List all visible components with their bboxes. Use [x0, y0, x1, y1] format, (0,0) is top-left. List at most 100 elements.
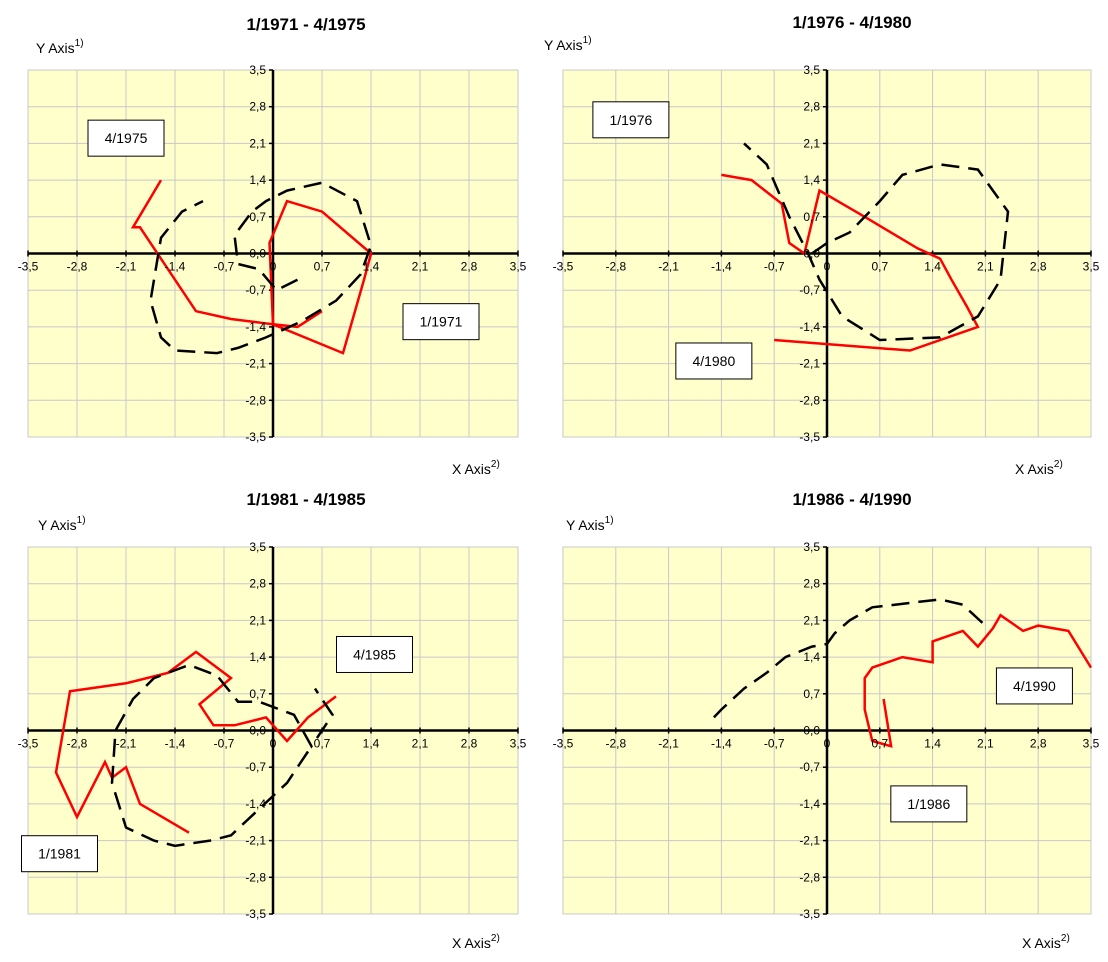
- x-tick-label: 3,5: [510, 737, 527, 751]
- y-tick-label: 1,4: [803, 650, 820, 664]
- x-tick-label: 2,8: [1030, 737, 1047, 751]
- y-tick-label: 0,7: [803, 687, 820, 701]
- x-tick-label: -1,4: [165, 260, 186, 274]
- x-tick-label: 2,1: [412, 737, 429, 751]
- y-tick-label: 0,0: [803, 724, 820, 738]
- x-tick-label: -1,4: [711, 260, 732, 274]
- y-tick-label: -2,1: [799, 834, 820, 848]
- annotation-box: [995, 667, 1073, 705]
- x-tick-label: -2,8: [67, 737, 88, 751]
- y-tick-label: -2,8: [245, 393, 266, 407]
- x-tick-label: 1,4: [363, 260, 380, 274]
- y-tick-label: 0,0: [803, 247, 820, 261]
- x-tick-label: -2,1: [116, 737, 137, 751]
- x-tick-label: 3,5: [1083, 260, 1100, 274]
- annotation-box: [21, 835, 98, 873]
- annotation-box: [87, 119, 165, 157]
- x-tick-label: 3,5: [510, 260, 527, 274]
- y-tick-label: 0,0: [249, 247, 266, 261]
- annotation-box: [592, 101, 670, 139]
- y-tick-label: 3,5: [249, 63, 266, 77]
- y-tick-label: -0,7: [245, 283, 266, 297]
- x-tick-label: -3,5: [553, 260, 574, 274]
- x-tick-label: 2,1: [412, 260, 429, 274]
- y-tick-label: -2,1: [245, 834, 266, 848]
- y-tick-label: -0,7: [799, 283, 820, 297]
- y-tick-label: 1,4: [249, 650, 266, 664]
- series-line-dashed: [110, 663, 335, 848]
- chart-panel-1: -3,5 -2,8 -2,1 -1,4 -0,7 0 0,7 1,4 2,1 2,8 3,5 3,5 2…: [18, 15, 527, 477]
- y-tick-label: 0,7: [249, 687, 266, 701]
- chart-title: 1/1976 - 4/1980: [792, 13, 911, 32]
- x-tick-label: -3,5: [553, 737, 574, 751]
- x-tick-label: 2,8: [1030, 260, 1047, 274]
- y-tick-label: 1,4: [249, 173, 266, 187]
- annotation-box: [336, 635, 413, 673]
- x-tick-label: -2,8: [67, 260, 88, 274]
- y-tick-label: 0,7: [803, 210, 820, 224]
- y-tick-label: 2,8: [803, 100, 820, 114]
- x-tick-label: 0,7: [871, 737, 888, 751]
- x-tick-label: 2,8: [461, 260, 478, 274]
- series-line-dashed: [149, 181, 373, 355]
- series-line-solid: [721, 173, 980, 352]
- x-tick-label: 0: [824, 737, 831, 751]
- x-tick-label: -1,4: [711, 737, 732, 751]
- x-tick-label: -2,1: [658, 737, 679, 751]
- y-tick-label: 2,8: [249, 577, 266, 591]
- x-tick-label: 1,4: [924, 737, 941, 751]
- y-axis-label: Y Axis1): [38, 515, 86, 533]
- y-tick-label: 0,7: [249, 210, 266, 224]
- y-tick-label: -2,8: [799, 870, 820, 884]
- x-tick-label: 1,4: [363, 737, 380, 751]
- x-tick-label: 2,1: [977, 260, 994, 274]
- y-tick-label: -3,5: [799, 907, 820, 921]
- annotation-box: [675, 342, 753, 380]
- y-tick-label: 2,8: [803, 577, 820, 591]
- x-tick-label: 3,5: [1083, 737, 1100, 751]
- x-axis-label: X Axis2): [1022, 933, 1070, 951]
- y-tick-label: 3,5: [249, 540, 266, 554]
- y-tick-label: -2,8: [799, 393, 820, 407]
- y-tick-label: 2,8: [249, 100, 266, 114]
- annotation-label: 4/1990: [1013, 678, 1056, 694]
- y-axis-label: Y Axis1): [36, 38, 84, 56]
- y-tick-label: -2,8: [245, 870, 266, 884]
- y-tick-label: -3,5: [799, 430, 820, 444]
- annotation-label: 1/1981: [38, 846, 81, 862]
- x-tick-label: -2,8: [605, 260, 626, 274]
- series-line-dashed: [712, 598, 987, 719]
- y-tick-label: 2,1: [249, 613, 266, 627]
- annotation-label: 4/1975: [105, 130, 148, 146]
- y-tick-label: -0,7: [245, 760, 266, 774]
- x-tick-label: 0,7: [314, 737, 331, 751]
- annotation-label: 1/1976: [609, 112, 652, 128]
- x-axis-label: X Axis2): [452, 459, 500, 477]
- x-tick-label: 0: [824, 260, 831, 274]
- annotation-label: 1/1971: [420, 314, 463, 330]
- chart-title: 1/1971 - 4/1975: [246, 15, 365, 34]
- x-tick-label: -0,7: [764, 260, 785, 274]
- x-tick-label: 0: [270, 260, 277, 274]
- y-tick-label: 3,5: [803, 63, 820, 77]
- y-tick-label: -2,1: [245, 357, 266, 371]
- series-line-dashed: [743, 142, 1010, 342]
- x-tick-label: -2,1: [116, 260, 137, 274]
- x-tick-label: 2,8: [461, 737, 478, 751]
- x-tick-label: -1,4: [165, 737, 186, 751]
- y-tick-label: 0,0: [249, 724, 266, 738]
- chart-title: 1/1986 - 4/1990: [792, 490, 911, 509]
- y-tick-label: -1,4: [245, 320, 266, 334]
- y-tick-label: 3,5: [803, 540, 820, 554]
- annotation-label: 1/1986: [907, 796, 950, 812]
- y-tick-label: -1,4: [245, 797, 266, 811]
- y-tick-label: -1,4: [799, 797, 820, 811]
- chart-panel-4: -3,5 -2,8 -2,1 -1,4 -0,7 0 0,7 1,4 2,1 2,8 3,5 3,5 2…: [553, 490, 1100, 951]
- x-tick-label: -2,8: [605, 737, 626, 751]
- x-tick-label: -3,5: [18, 260, 39, 274]
- y-axis-label: Y Axis1): [544, 35, 592, 53]
- x-tick-label: 0,7: [314, 260, 331, 274]
- x-tick-label: -0,7: [214, 260, 235, 274]
